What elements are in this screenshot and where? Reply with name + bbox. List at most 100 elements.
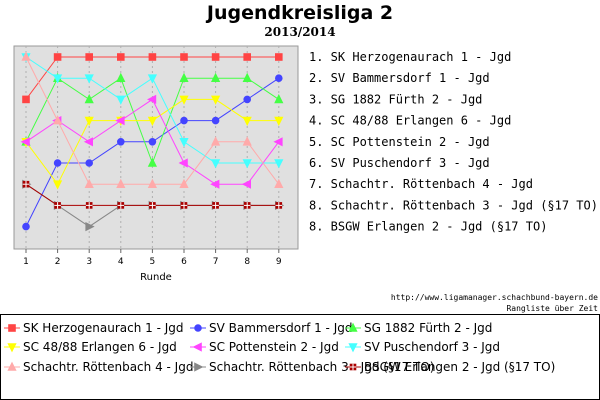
ranking-entry: 2. SV Bammersdorf 1 - Jgd: [309, 71, 490, 85]
data-point: [243, 53, 251, 61]
data-point: [147, 178, 158, 188]
data-point: [179, 138, 189, 148]
data-point: [116, 178, 126, 188]
x-tick-label: 6: [181, 257, 187, 267]
data-point: [241, 179, 251, 189]
series: [21, 51, 284, 188]
data-point: [192, 342, 202, 352]
data-point: [116, 95, 126, 105]
legend-label: Schachtr. Röttenbach 3 - Jgd (§17 TO): [209, 360, 434, 374]
data-point: [85, 159, 93, 167]
series: [22, 53, 283, 104]
data-point: [115, 115, 125, 126]
data-point: [180, 53, 188, 61]
ranking-entry: 5. SC Pottenstein 2 - Jgd: [309, 135, 490, 149]
data-point: [210, 136, 221, 146]
legend-label: SV Bammersdorf 1 - Jgd: [209, 321, 352, 335]
data-point: [242, 136, 252, 146]
legend-label: Schachtr. Röttenbach 4 - Jgd: [23, 360, 193, 374]
data-point: [179, 178, 189, 188]
data-point: [194, 362, 204, 372]
legend-label: SV Puschendorf 3 - Jgd: [364, 340, 500, 354]
data-point: [117, 138, 125, 146]
data-point: [148, 138, 157, 146]
data-point: [8, 324, 16, 332]
data-point: [349, 363, 357, 371]
legend-item: Schachtr. Röttenbach 4 - Jgd: [4, 360, 193, 374]
data-point: [52, 74, 63, 84]
data-point: [348, 322, 358, 332]
ranking-entry: 3. SG 1882 Fürth 2 - Jgd: [309, 92, 482, 106]
x-tick-label: 5: [150, 257, 156, 267]
source-url: http://www.ligamanager.schachbund-bayern…: [391, 293, 598, 302]
data-point: [210, 95, 221, 105]
legend-box: [0, 314, 600, 400]
data-point: [273, 137, 283, 147]
legend-item: Schachtr. Röttenbach 3 - Jgd (§17 TO): [190, 360, 434, 374]
data-point: [179, 95, 189, 105]
chart-subtitle: 2013/2014: [264, 25, 335, 39]
data-point: [22, 222, 30, 231]
legend-item: SV Bammersdorf 1 - Jgd: [190, 321, 352, 335]
data-point: [243, 95, 251, 104]
data-point: [179, 72, 189, 82]
data-point: [85, 202, 93, 209]
data-point: [274, 159, 284, 169]
data-point: [85, 221, 95, 232]
data-point: [242, 159, 252, 169]
data-point: [275, 74, 283, 82]
data-point: [21, 51, 31, 61]
data-point: [7, 361, 17, 371]
x-tick-label: 7: [213, 257, 219, 267]
data-point: [180, 116, 188, 125]
chart-title: Jugendkreisliga 2: [205, 2, 393, 24]
data-point: [117, 53, 125, 61]
data-point: [274, 178, 284, 188]
x-tick-label: 9: [276, 257, 282, 267]
data-point: [147, 116, 158, 127]
data-point: [22, 180, 30, 188]
data-point: [84, 116, 94, 127]
data-point: [116, 72, 126, 82]
x-tick-label: 8: [244, 257, 250, 267]
data-point: [180, 202, 188, 209]
data-point: [54, 202, 61, 209]
legend-item: SC Pottenstein 2 - Jgd: [190, 340, 339, 354]
data-point: [210, 72, 221, 82]
legend-label: SC 48/88 Erlangen 6 - Jgd: [23, 340, 177, 354]
x-axis: 1 2 3 4 5 6 7 8 9: [23, 249, 282, 267]
legend: SK Herzogenaurach 1 - Jgd SV Bammersdorf …: [0, 314, 600, 400]
data-point: [53, 159, 62, 167]
chart-caption: Rangliste über Zeit: [506, 304, 598, 313]
data-point: [149, 202, 156, 209]
x-axis-title: Runde: [140, 272, 172, 283]
data-point: [147, 157, 158, 167]
data-point: [146, 94, 157, 105]
data-point: [210, 179, 220, 189]
data-point: [212, 202, 219, 209]
ranking-entry: 8. BSGW Erlangen 2 - Jgd (§17 TO): [309, 220, 547, 234]
data-point: [84, 178, 94, 188]
legend-label: BSGW Erlangen 2 - Jgd (§17 TO): [364, 360, 555, 374]
data-point: [274, 116, 284, 127]
data-point: [275, 202, 283, 209]
data-point: [210, 159, 221, 169]
data-point: [22, 95, 30, 104]
legend-item: SK Herzogenaurach 1 - Jgd: [4, 321, 184, 335]
ranking-entry: 8. Schachtr. Röttenbach 3 - Jgd (§17 TO): [309, 198, 598, 212]
data-point: [53, 53, 62, 61]
data-point: [52, 115, 63, 125]
data-point: [242, 72, 252, 82]
legend-item: SC 48/88 Erlangen 6 - Jgd: [4, 340, 177, 354]
series-group: [20, 51, 285, 232]
ranking-entry: 1. SK Herzogenaurach 1 - Jgd: [309, 50, 511, 64]
x-tick-label: 2: [55, 257, 61, 267]
x-tick-label: 1: [23, 257, 29, 267]
data-point: [148, 53, 157, 61]
legend-item: SG 1882 Fürth 2 - Jgd: [345, 321, 492, 335]
data-point: [211, 53, 220, 61]
legend-item: SV Puschendorf 3 - Jgd: [345, 340, 500, 354]
data-point: [274, 93, 284, 104]
x-tick-label: 3: [86, 257, 92, 267]
